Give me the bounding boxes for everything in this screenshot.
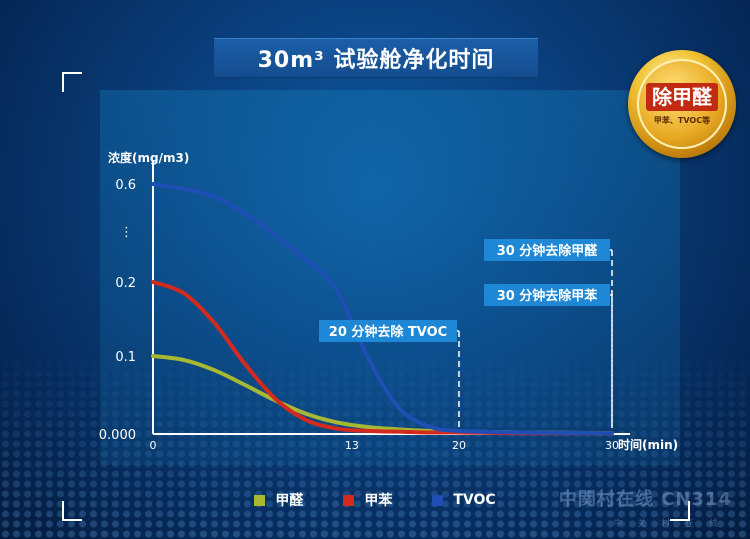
y-tick-label: 0.000 [99,428,136,443]
chart-legend: 甲醛 甲苯 TVOC [0,490,750,510]
badge-sub-text: 甲苯、TVOC等 [653,115,711,125]
annotation-box [319,320,457,342]
legend-swatch [343,494,355,506]
legend-item: 甲醛 [254,490,303,510]
legend-label: 甲醛 [275,493,304,509]
annotation-box [484,239,610,261]
formaldehyde-badge: 除甲醛 甲苯、TVOC等 [628,50,736,158]
annotation-layer: 30 分钟去除甲醛 30 分钟去除甲苯 20 分钟去除 TVOC [319,239,613,428]
chart-title: 30m³ 试验舱净化时间 [214,38,538,78]
y-tick-label: 0.1 [115,350,136,365]
annotation-box [484,284,610,306]
chart-axes: 浓度(mg/m3) 时间(min) 0.000 0.1 0.2 0.6 ⋮ 0 13 20 30 [99,150,678,452]
series-layer [151,182,614,436]
x-tick-label: 0 [150,439,157,452]
annotation-label: 20 分钟去除 TVOC [329,324,447,340]
x-tick-label: 20 [452,439,466,452]
legend-item: TVOC [432,490,496,510]
x-tick-label: 13 [345,439,359,452]
series-line-TVOC [151,182,614,436]
corner-bracket-top-left [62,72,82,92]
legend-swatch [432,494,444,506]
corner-bracket-bottom-left [62,501,82,521]
badge-main-text: 除甲醛 [646,82,718,111]
legend-swatch [254,494,266,506]
watermark-text: 中関村在线 CN314 [558,489,732,510]
y-axis-label: 浓度(mg/m3) [108,150,189,165]
legend-label: 甲苯 [364,493,393,509]
series-line-甲醛 [151,354,614,436]
x-tick-label: 30 [605,439,619,452]
y-tick-label: 0.2 [115,276,136,291]
hex-background [0,349,750,539]
chart-panel [100,90,680,465]
corner-bracket-bottom-right [670,501,690,521]
y-tick-label: 0.6 [115,178,136,193]
badge-inner-seal: 除甲醛 甲苯、TVOC等 [637,59,727,149]
legend-item: 甲苯 [343,490,392,510]
annotation-label: 30 分钟去除甲苯 [497,288,599,304]
y-axis-break: ⋮ [120,225,133,240]
legend-label: TVOC [453,492,496,508]
watermark-subtext: 中 关 村 在 线 [613,519,724,529]
annotation-label: 30 分钟去除甲醛 [497,243,599,259]
x-axis-label: 时间(min) [618,437,678,452]
